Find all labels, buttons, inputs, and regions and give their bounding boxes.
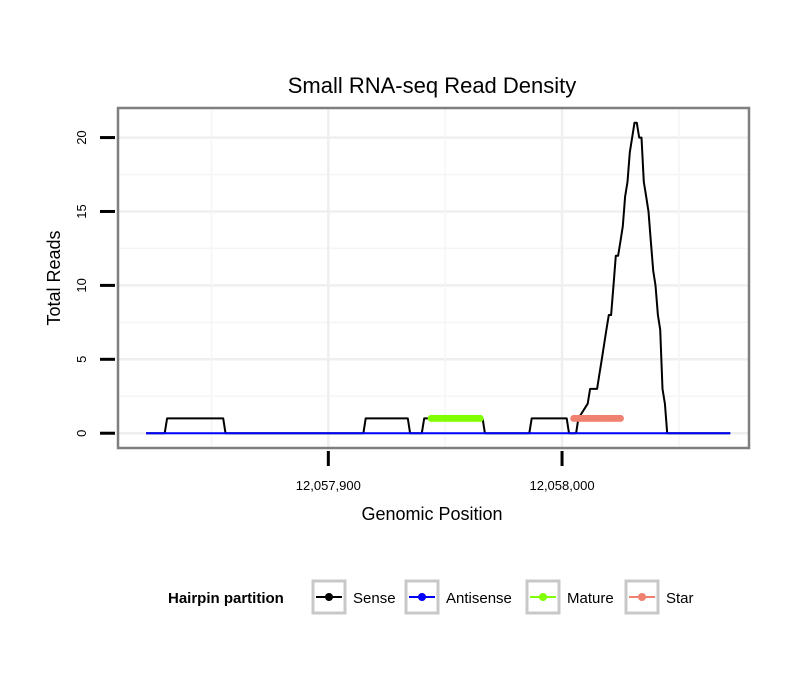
legend-label-sense: Sense [353, 590, 396, 607]
legend-title: Hairpin partition [168, 590, 284, 607]
y-axis-title: Total Reads [44, 230, 64, 325]
chart-title: Small RNA-seq Read Density [288, 73, 577, 98]
series-mature-point [476, 414, 484, 422]
y-tick-label: 20 [74, 130, 89, 144]
series-star-point [616, 414, 624, 422]
legend-label-mature: Mature [567, 590, 614, 607]
x-tick-label: 12,058,000 [529, 478, 594, 493]
y-tick-label: 5 [74, 356, 89, 363]
legend-label-star: Star [666, 590, 694, 607]
x-tick-label: 12,057,900 [296, 478, 361, 493]
y-tick-label: 0 [74, 430, 89, 437]
y-tick-label: 15 [74, 204, 89, 218]
y-tick-label: 10 [74, 278, 89, 292]
plot-layer: 0 5 10 15 20 12,057,900 12,058,000 [74, 106, 751, 493]
x-axis-title: Genomic Position [361, 504, 502, 524]
legend-key-point-mature [539, 593, 547, 601]
legend: Hairpin partition Sense Antisense Mature St… [168, 579, 694, 615]
legend-key-point-star [638, 593, 646, 601]
panel-border [116, 106, 751, 450]
legend-key-point-sense [325, 593, 333, 601]
legend-label-antisense: Antisense [446, 590, 512, 607]
legend-key-point-antisense [418, 593, 426, 601]
